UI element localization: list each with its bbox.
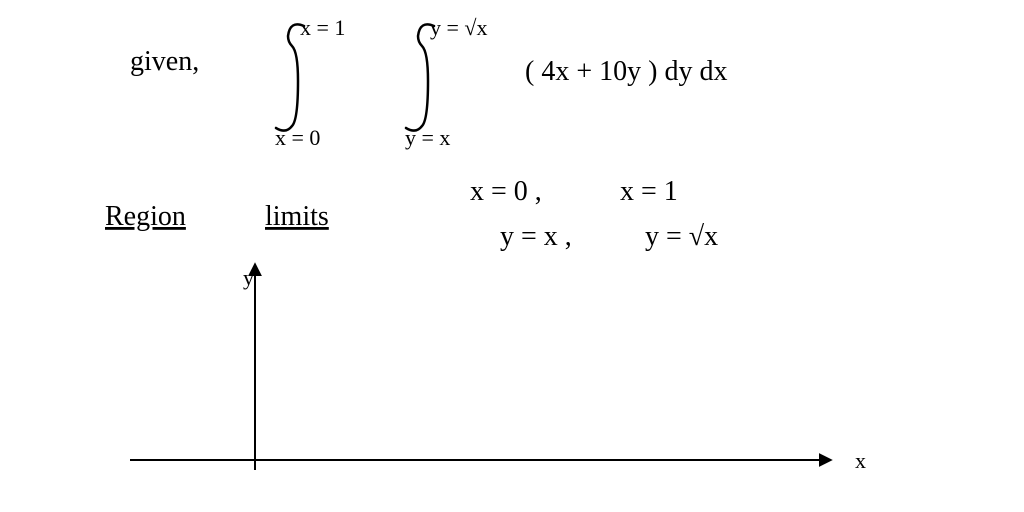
outer-limit-upper: x = 1 xyxy=(300,15,345,40)
outer-limit-lower: x = 0 xyxy=(275,125,320,150)
axis-label-x: x xyxy=(855,448,866,473)
limit-ysqrt: y = √x xyxy=(645,221,718,252)
limit-x0: x = 0 , xyxy=(470,176,542,207)
integral-sign-outer xyxy=(276,24,304,130)
limit-yx: y = x , xyxy=(500,221,572,252)
integral-sign-inner xyxy=(406,24,434,130)
label-region: Region xyxy=(105,201,186,232)
label-given: given, xyxy=(130,46,199,77)
integrand: ( 4x + 10y ) dy dx xyxy=(525,56,727,87)
label-limits: limits xyxy=(265,201,329,232)
limit-x1: x = 1 xyxy=(620,176,678,207)
inner-limit-lower: y = x xyxy=(405,125,450,150)
inner-limit-upper: y = √x xyxy=(430,15,487,40)
axis-label-y: y xyxy=(243,265,254,290)
